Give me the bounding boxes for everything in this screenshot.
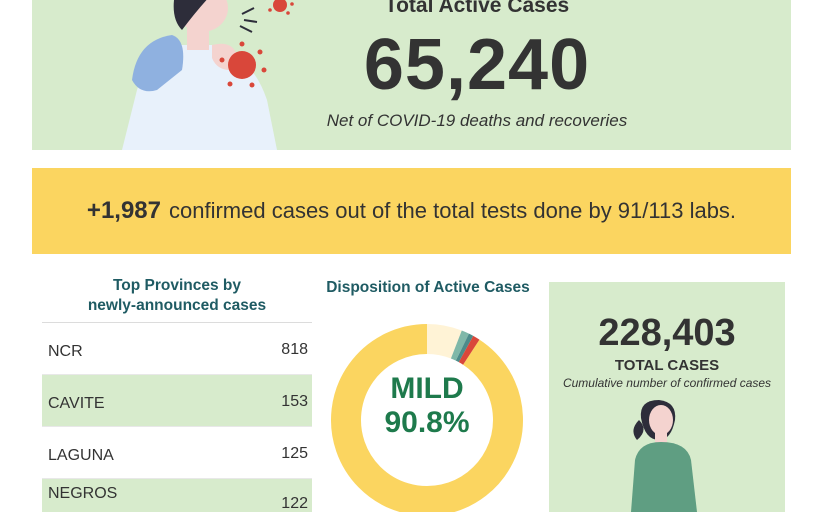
active-cases-value: 65,240 [363, 25, 591, 105]
province-value: 125 [281, 445, 308, 462]
donut-slice-other [458, 335, 480, 365]
active-cases-subtitle: Net of COVID-19 deaths and recoveries [326, 111, 628, 130]
standing-woman-icon [631, 400, 697, 512]
province-name: NEGROS [48, 485, 118, 502]
confirmed-cases-count: +1,987 [86, 197, 161, 224]
donut-slice-critical [455, 333, 474, 363]
total-cases-subtitle: Cumulative number of confirmed cases [562, 376, 772, 390]
province-name: NCR [48, 343, 83, 360]
provinces-table: NCR 818 CAVITE 153 LAGUNA 125 NEGROS 122 [42, 322, 312, 512]
provinces-title: Top Provinces by newly-announced cases [42, 276, 312, 316]
confirmed-cases-text: confirmed cases out of the total tests d… [169, 198, 737, 223]
province-value: 122 [281, 495, 308, 512]
table-row: NEGROS 122 [42, 479, 312, 512]
confirmed-cases-banner: +1,987 confirmed cases out of the total … [32, 168, 791, 254]
donut-percent: 90.8% [384, 406, 470, 439]
province-value: 818 [281, 341, 308, 358]
disposition-donut [331, 324, 523, 512]
table-row: CAVITE 153 [42, 375, 312, 427]
total-cases-value: 228,403 [598, 312, 736, 354]
total-cases-panel: 228,403 TOTAL CASES Cumulative number of… [549, 282, 785, 512]
province-name: CAVITE [48, 395, 105, 412]
disposition-title: Disposition of Active Cases [326, 279, 530, 296]
provinces-title-line2: newly-announced cases [87, 297, 267, 314]
province-value: 153 [281, 393, 308, 410]
donut-slice-severe [450, 330, 469, 361]
active-cases-title: Total Active Cases [384, 0, 570, 17]
province-name: LAGUNA [48, 447, 114, 464]
donut-center-label: MILD 90.8% [330, 372, 524, 440]
donut-slice-asymptomatic [426, 324, 462, 359]
total-cases-label: TOTAL CASES [614, 357, 720, 374]
coughing-woman-icon [122, 0, 294, 150]
donut-category: MILD [390, 372, 464, 405]
table-row: LAGUNA 125 [42, 427, 312, 479]
provinces-title-line1: Top Provinces by [112, 277, 242, 294]
donut-slice-mild [331, 324, 523, 512]
table-row: NCR 818 [42, 323, 312, 375]
active-cases-panel: Total Active Cases 65,240 Net of COVID-1… [32, 0, 791, 150]
